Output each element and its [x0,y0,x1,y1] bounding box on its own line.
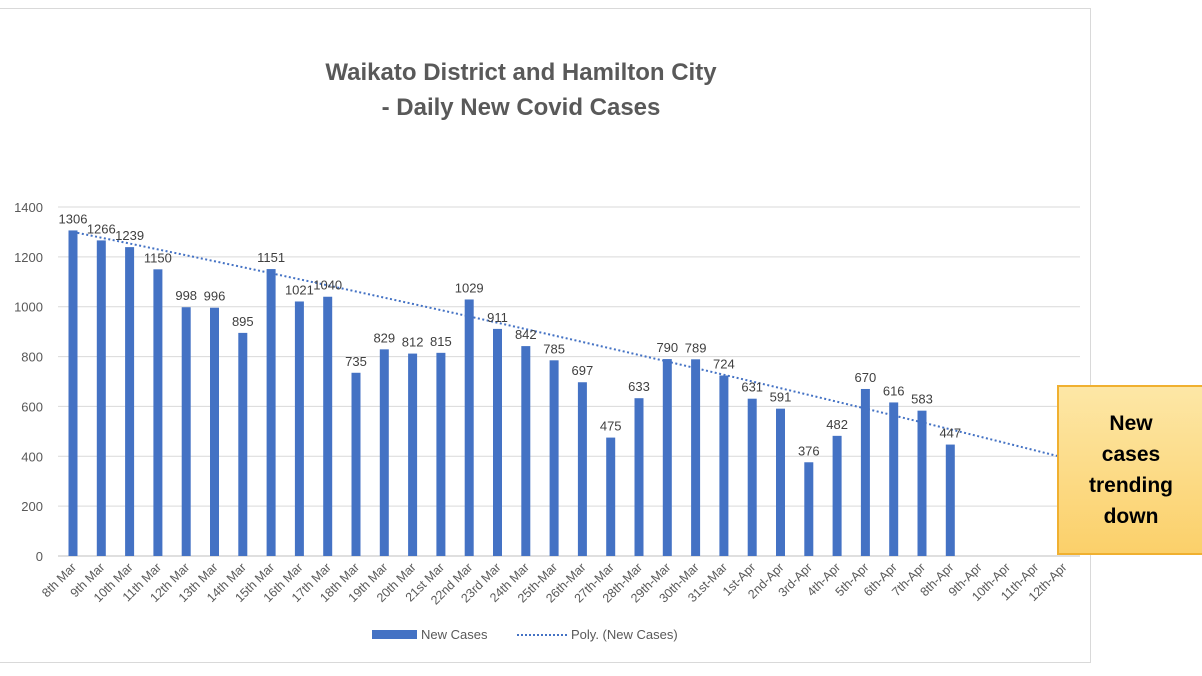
y-axis-ticks: 0 200 400 600 800 1000 1200 1400 [14,200,43,564]
legend-label-trendline: Poly. (New Cases) [571,627,678,642]
data-label: 724 [713,357,735,372]
data-label: 633 [628,379,650,394]
y-tick-label: 400 [21,449,43,464]
trend-callout-box: New cases trending down [1057,385,1202,555]
bar [464,299,474,556]
y-tick-label: 1400 [14,200,43,215]
bar [294,301,304,556]
data-label: 447 [939,426,961,441]
bar [238,332,248,556]
bar [323,296,333,556]
legend: New Cases Poly. (New Cases) [372,627,678,642]
y-tick-label: 1000 [14,300,43,315]
bar [96,240,106,556]
bar [266,269,276,556]
bar [804,462,814,556]
data-label: 1150 [144,250,172,265]
bar [549,360,559,556]
data-label: 829 [373,330,395,345]
bar [662,359,672,556]
bar [408,353,418,556]
data-label: 1306 [59,211,88,226]
bar [860,388,870,556]
legend-label-new-cases: New Cases [421,627,488,642]
data-label: 697 [572,363,594,378]
bar [889,402,899,556]
y-tick-label: 0 [36,549,43,564]
data-label: 911 [487,310,508,325]
bar [493,328,502,556]
bar [210,307,219,556]
y-tick-label: 600 [21,399,43,414]
chart-title-line-1: Waikato District and Hamilton City [325,59,717,86]
data-label: 842 [515,327,537,342]
data-label: 1239 [115,228,144,243]
data-label: 1151 [257,250,285,265]
bars [68,230,955,556]
bar [521,346,531,556]
bar [691,359,701,556]
data-label: 1040 [313,278,342,293]
bar [153,269,163,556]
gridlines [58,206,1080,557]
data-label: 790 [656,340,678,355]
bar [577,382,587,556]
data-label: 998 [175,288,197,303]
data-label: 1266 [87,221,116,236]
bar [747,398,757,556]
data-label: 670 [855,370,877,385]
bar [351,372,361,556]
trendline [72,230,1064,459]
chart-title-line-2: - Daily New Covid Cases [382,94,661,121]
data-label: 631 [741,380,763,395]
bar [719,375,729,556]
bar [776,408,785,556]
y-tick-label: 1200 [14,250,43,265]
data-label: 812 [402,335,424,350]
bar [917,410,927,556]
trendline-group [72,230,1064,459]
data-label: 1021 [285,282,314,297]
bar [181,307,191,556]
data-label: 591 [770,390,792,405]
data-label: 789 [685,340,707,355]
data-label: 1029 [455,280,484,295]
bar [436,352,446,556]
bar [606,437,616,556]
data-label: 376 [798,443,820,458]
data-label: 583 [911,392,933,407]
data-label: 895 [232,314,254,329]
data-label: 475 [600,419,622,434]
y-tick-label: 800 [21,350,43,365]
data-label: 785 [543,341,565,356]
data-label: 482 [826,417,848,432]
data-label: 735 [345,354,367,369]
bar [379,349,389,556]
legend-swatch-new-cases [372,630,417,639]
bar [945,444,955,556]
callout-text: New cases trending down [1089,412,1173,528]
bar [634,398,644,556]
data-label: 996 [204,289,226,304]
y-tick-label: 200 [21,499,43,514]
bar [125,247,135,556]
bar [68,230,78,556]
data-label: 616 [883,383,905,398]
bar [832,435,842,556]
data-label: 815 [430,334,452,349]
